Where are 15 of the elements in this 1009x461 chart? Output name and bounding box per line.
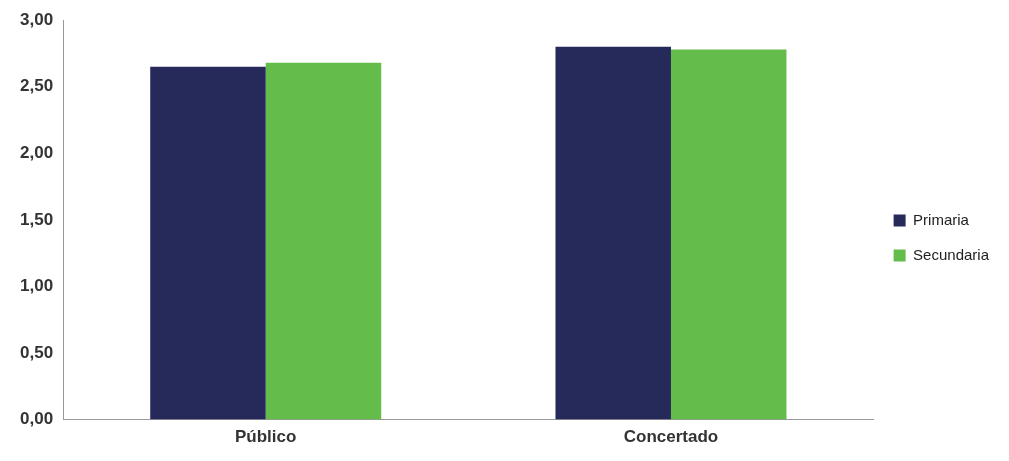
x-tick-label: Concertado bbox=[623, 427, 719, 447]
bar bbox=[150, 66, 266, 420]
y-tick-label: 2,50 bbox=[19, 76, 54, 96]
bar bbox=[265, 62, 382, 420]
y-tick-label: 3,00 bbox=[19, 9, 54, 29]
bar bbox=[670, 49, 787, 420]
legend-label: Secundaria bbox=[913, 245, 990, 263]
y-tick-label: 0,00 bbox=[19, 409, 54, 429]
bar bbox=[555, 46, 671, 420]
x-tick-label: Público bbox=[235, 427, 297, 447]
legend-label: Primaria bbox=[913, 210, 970, 228]
y-tick-label: 2,00 bbox=[19, 143, 54, 163]
y-tick-label: 1,50 bbox=[19, 209, 54, 229]
y-tick-label: 0,50 bbox=[19, 342, 54, 362]
y-tick-label: 1,00 bbox=[19, 276, 54, 296]
